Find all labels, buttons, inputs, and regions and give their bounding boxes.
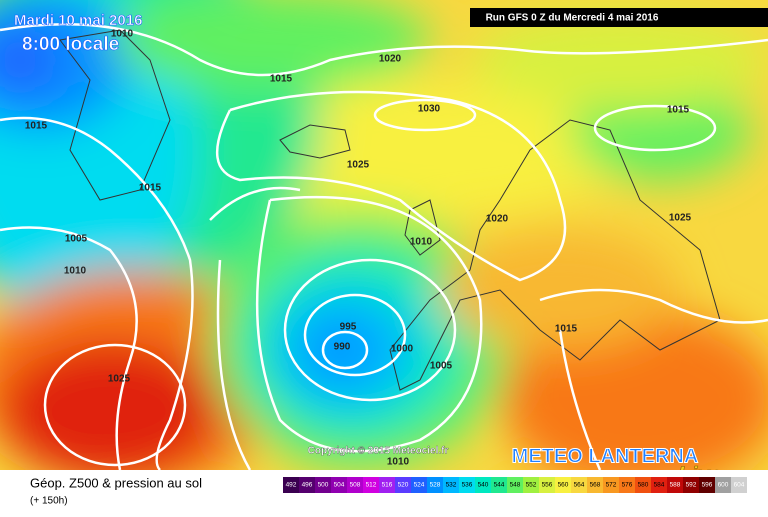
field [0,0,768,470]
isobar-label: 1020 [379,54,402,65]
isobar-label: 1025 [347,160,370,171]
scale-swatch [427,477,443,493]
scale-swatch [347,477,363,493]
isobar-label: 995 [340,322,357,333]
isobar-label: 1010 [410,237,433,248]
local-time: 8:00 locale [22,34,119,55]
scale-label: 600 [718,482,729,489]
scale-label: 568 [590,482,601,489]
scale-swatch [411,477,427,493]
scale-label: 604 [734,482,745,489]
scale-label: 588 [670,482,681,489]
scale-swatch [331,477,347,493]
footer-title: Géop. Z500 & pression au sol [30,475,202,490]
scale-label: 548 [510,482,521,489]
run-box [470,8,768,27]
scale-label: 508 [350,482,361,489]
isobar-label: 1030 [418,104,441,115]
scale-label: 592 [686,482,697,489]
scale-swatch [315,477,331,493]
scale-label: 544 [494,482,505,489]
scale-label: 524 [414,482,425,489]
scale-label: 556 [542,482,553,489]
scale-label: 560 [558,482,569,489]
isobar-label: 1015 [270,74,293,85]
scale-label: 580 [638,482,649,489]
isobar-label: 1000 [391,344,414,355]
isobar-label: 1020 [486,214,509,225]
isobar-label: 990 [334,342,351,353]
scale-swatch [475,477,491,493]
scale-swatch [587,477,603,493]
scale-label: 516 [382,482,393,489]
scale-label: 504 [334,482,345,489]
isobar-label: 1010 [111,29,134,40]
footer-lead: (+ 150h) [30,496,68,507]
scale-label: 512 [366,482,377,489]
scale-label: 576 [622,482,633,489]
scale-swatch [299,477,315,493]
scale-label: 572 [606,482,617,489]
logo-name: METEO LANTERNA [512,445,699,467]
scale-swatch [667,477,683,493]
isobar-label: 1010 [64,266,87,277]
scale-swatch [731,477,747,493]
scale-swatch [459,477,475,493]
scale-swatch [571,477,587,493]
isobar-label: 1005 [65,234,88,245]
isobar-label: 1015 [667,105,690,116]
scale-label: 532 [446,482,457,489]
scale-swatch [555,477,571,493]
scale-swatch [363,477,379,493]
scale-swatch [683,477,699,493]
run-info: Run GFS 0 Z du Mercredi 4 mai 2016 [486,13,659,24]
scale-swatch [523,477,539,493]
copyright: Copyright © 2015 Meteociel.fr [308,446,449,457]
isobar-label: 1005 [430,361,453,372]
scale-label: 528 [430,482,441,489]
scale-swatch [635,477,651,493]
scale-swatch [715,477,731,493]
scale-swatch [539,477,555,493]
isobar-label: 1015 [555,324,578,335]
scale-label: 536 [462,482,473,489]
scale-label: 520 [398,482,409,489]
scale-swatch [651,477,667,493]
scale-label: 540 [478,482,489,489]
scale-swatch [395,477,411,493]
scale-swatch [283,477,299,493]
scale-swatch [379,477,395,493]
isobar-label: 1025 [108,374,131,385]
scale-label: 552 [526,482,537,489]
scale-label: 496 [302,482,313,489]
date: Mardi 10 mai 2016 [14,12,142,29]
scale-label: 596 [702,482,713,489]
scale-swatch [443,477,459,493]
isobar-label: 1010 [387,457,410,468]
isobar-label: 1025 [669,213,692,224]
isobar-label: 1015 [25,121,48,132]
scale-swatch [699,477,715,493]
scale-label: 500 [318,482,329,489]
scale-label: 584 [654,482,665,489]
scale-swatch [507,477,523,493]
scale-swatch [491,477,507,493]
scale-swatch [603,477,619,493]
scale-label: 564 [574,482,585,489]
isobar-label: 1015 [139,183,162,194]
scale-swatch [619,477,635,493]
color-scale: 492 496 500 504 508 512 516 520 524 528 532 536 540 5… [283,477,747,493]
scale-label: 492 [286,482,297,489]
